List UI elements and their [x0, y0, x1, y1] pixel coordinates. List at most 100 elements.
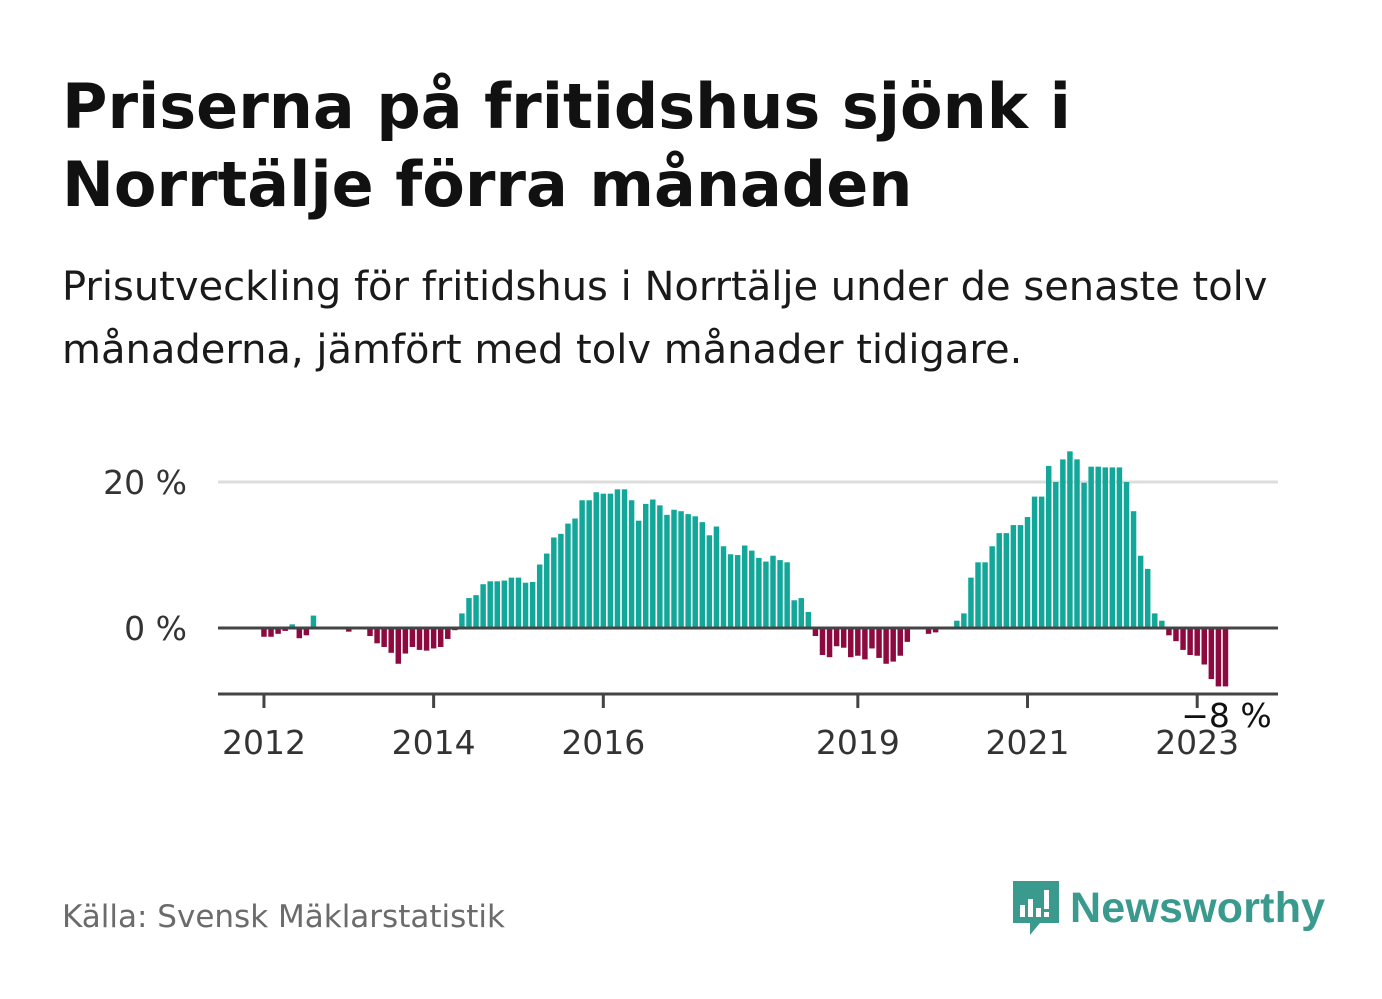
bar: [855, 628, 861, 656]
bar: [1187, 628, 1193, 656]
bar: [968, 577, 974, 628]
bar: [664, 514, 670, 628]
bar: [593, 492, 599, 628]
bar: [1152, 613, 1158, 628]
newsworthy-logo-icon: [1013, 881, 1059, 935]
newsworthy-logo-text: Newsworthy: [1070, 883, 1326, 932]
bar: [982, 562, 988, 628]
bar: [819, 628, 826, 656]
bar: [996, 533, 1002, 628]
x-tick-label-2014: 2014: [392, 723, 476, 762]
bar: [1137, 555, 1144, 628]
bar: [784, 562, 790, 628]
bar: [862, 628, 868, 660]
bar: [367, 628, 373, 637]
bar: [1116, 467, 1123, 628]
bar: [975, 562, 981, 628]
bar: [579, 500, 585, 628]
bar: [466, 598, 472, 628]
bar: [734, 555, 741, 628]
bar: [1144, 568, 1151, 628]
bar: [487, 581, 493, 628]
bar: [600, 493, 607, 628]
bar: [749, 550, 755, 628]
bar: [628, 500, 635, 628]
last-value-label: −8 %: [1181, 696, 1272, 735]
bar: [1180, 628, 1186, 650]
bar: [1003, 533, 1010, 628]
bar: [904, 628, 911, 642]
bar: [494, 581, 500, 628]
bar: [374, 628, 380, 644]
bar: [1166, 628, 1172, 636]
bar: [1194, 628, 1200, 656]
bar: [261, 628, 267, 637]
bar: [1024, 517, 1031, 628]
bar: [1067, 451, 1073, 628]
bar: [1222, 628, 1229, 687]
bar: [395, 628, 402, 664]
bar: [1215, 628, 1222, 687]
y-tick-label-20: 20 %: [103, 463, 187, 502]
bar: [848, 628, 854, 658]
bar: [607, 493, 614, 628]
x-tick-label-2019: 2019: [816, 723, 900, 762]
bar: [692, 516, 698, 628]
bar: [381, 628, 387, 647]
bar: [621, 489, 628, 628]
bar: [1088, 466, 1094, 628]
bar: [1095, 466, 1101, 628]
bar: [544, 553, 550, 628]
bar: [402, 628, 409, 654]
bar: [614, 489, 621, 628]
bar: [296, 628, 303, 639]
bar: [1081, 482, 1087, 628]
bar: [565, 523, 571, 628]
bar: [1123, 482, 1130, 628]
bars-group: [261, 451, 1229, 687]
bar: [1208, 628, 1215, 680]
y-tick-label-0: 0 %: [124, 609, 187, 648]
bar: [635, 520, 642, 628]
bar: [1053, 482, 1059, 628]
bar: [770, 555, 776, 628]
bar: [289, 624, 295, 628]
bar: [558, 533, 564, 628]
bar: [699, 522, 706, 628]
bar: [303, 628, 310, 636]
bar-chart: 20 % 0 % 2012 2014 2016 2019 2021 2023 −…: [103, 451, 1278, 762]
bar: [876, 628, 882, 658]
bar: [741, 545, 748, 628]
bar: [310, 615, 317, 628]
bar: [473, 595, 479, 628]
bar: [1017, 525, 1024, 628]
x-tick-label-2023: 2023: [1155, 723, 1239, 762]
bar: [1130, 511, 1137, 628]
bar: [989, 546, 995, 628]
bar: [515, 577, 522, 628]
bar: [890, 628, 896, 662]
bar: [1031, 496, 1038, 628]
bar: [798, 598, 805, 628]
bar: [1038, 496, 1045, 628]
bar: [1109, 467, 1116, 628]
bar: [805, 611, 812, 628]
bar: [430, 628, 437, 649]
x-tick-label-2012: 2012: [222, 723, 306, 762]
bar: [508, 577, 515, 628]
bar: [678, 511, 684, 628]
bar: [720, 546, 727, 628]
bar: [1173, 628, 1179, 642]
bar: [826, 628, 833, 658]
bar: [727, 554, 734, 628]
bar: [932, 628, 939, 633]
x-tick-label-2016: 2016: [561, 723, 645, 762]
bar: [416, 628, 423, 650]
bar: [791, 600, 797, 628]
newsworthy-logo[interactable]: Newsworthy: [1010, 876, 1325, 940]
bar: [1074, 459, 1080, 628]
bar: [423, 628, 430, 651]
bar: [388, 628, 394, 653]
bar: [572, 518, 578, 628]
bar: [706, 535, 713, 628]
